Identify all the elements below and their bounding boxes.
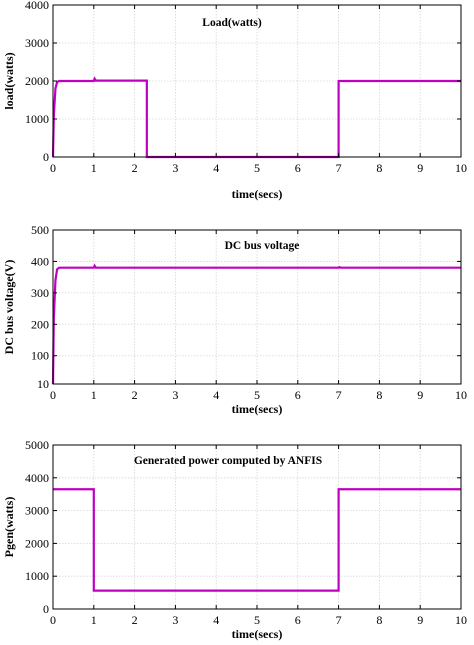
chart-panel-1: 0 1 2 3 4 5 6 7 8 9 10 0 1000 2000 3000 4000 Load(watts)… — [2, 0, 467, 201]
x-tick-label: 1 — [91, 613, 97, 627]
x-tick-label: 2 — [132, 388, 138, 402]
x-tick-label: 0 — [50, 161, 56, 175]
y-tick-label: 2000 — [25, 74, 49, 88]
x-tick-label: 3 — [172, 161, 178, 175]
x-tick-label: 0 — [50, 613, 56, 627]
y-tick-label: 4000 — [25, 0, 49, 12]
y-tick-label: 4000 — [25, 471, 49, 485]
y-tick-label: 10 — [37, 377, 49, 391]
y-axis-label: Pgen(watts) — [2, 497, 16, 558]
x-tick-label: 4 — [213, 388, 219, 402]
chart-panel-3: 0 1 2 3 4 5 6 7 8 9 10 0 1000 2000 3000 4000 5000 Generat… — [2, 438, 467, 641]
x-tick-label: 9 — [417, 613, 423, 627]
x-tick-label: 4 — [213, 613, 219, 627]
x-axis-label: time(secs) — [232, 627, 283, 641]
x-tick-label: 9 — [417, 388, 423, 402]
y-axis-label: load(watts) — [2, 52, 16, 109]
x-tick-label: 2 — [132, 613, 138, 627]
x-tick-label: 10 — [455, 388, 467, 402]
x-tick-label: 2 — [132, 161, 138, 175]
y-tick-label: 1000 — [25, 112, 49, 126]
y-tick-label: 200 — [31, 317, 49, 331]
x-tick-label: 4 — [213, 161, 219, 175]
x-tick-label: 6 — [295, 161, 301, 175]
y-axis-label: DC bus voltage(V) — [2, 260, 16, 355]
x-tick-label: 8 — [376, 613, 382, 627]
x-tick-label: 3 — [172, 613, 178, 627]
x-tick-label: 0 — [50, 388, 56, 402]
x-tick-label: 8 — [376, 161, 382, 175]
x-tick-label: 5 — [254, 613, 260, 627]
plot-frame — [52, 229, 462, 385]
y-tick-label: 100 — [31, 349, 49, 363]
x-tick-label: 1 — [91, 161, 97, 175]
chart-annotation: Generated power computed by ANFIS — [134, 455, 322, 467]
y-tick-label: 500 — [31, 223, 49, 237]
x-tick-label: 3 — [172, 388, 178, 402]
chart-annotation: Load(watts) — [202, 17, 262, 29]
y-tick-label: 5000 — [25, 438, 49, 452]
series-line — [53, 488, 461, 592]
x-tick-label: 5 — [254, 161, 260, 175]
x-tick-label: 7 — [336, 613, 342, 627]
y-tick-label: 1000 — [25, 569, 49, 583]
y-tick-label: 3000 — [25, 36, 49, 50]
x-axis-label: time(secs) — [232, 402, 283, 416]
x-tick-label: 5 — [254, 388, 260, 402]
x-tick-label: 6 — [295, 388, 301, 402]
x-tick-label: 8 — [376, 388, 382, 402]
x-tick-label: 7 — [336, 161, 342, 175]
x-tick-label: 9 — [417, 161, 423, 175]
x-tick-label: 10 — [455, 613, 467, 627]
y-tick-label: 0 — [43, 602, 49, 616]
y-tick-label: 300 — [31, 286, 49, 300]
y-tick-label: 2000 — [25, 536, 49, 550]
x-axis-label: time(secs) — [232, 187, 283, 201]
x-tick-label: 10 — [455, 161, 467, 175]
x-tick-label: 7 — [336, 388, 342, 402]
y-tick-label: 3000 — [25, 504, 49, 518]
y-tick-label: 400 — [31, 254, 49, 268]
y-tick-label: 0 — [43, 150, 49, 164]
x-tick-label: 1 — [91, 388, 97, 402]
series-line — [51, 263, 461, 385]
x-tick-label: 6 — [295, 613, 301, 627]
chart-annotation: DC bus voltage — [225, 240, 300, 252]
chart-panel-2: 0 1 2 3 4 5 6 7 8 9 10 10 100 200 300 400 500 DC bus volt… — [2, 223, 467, 416]
